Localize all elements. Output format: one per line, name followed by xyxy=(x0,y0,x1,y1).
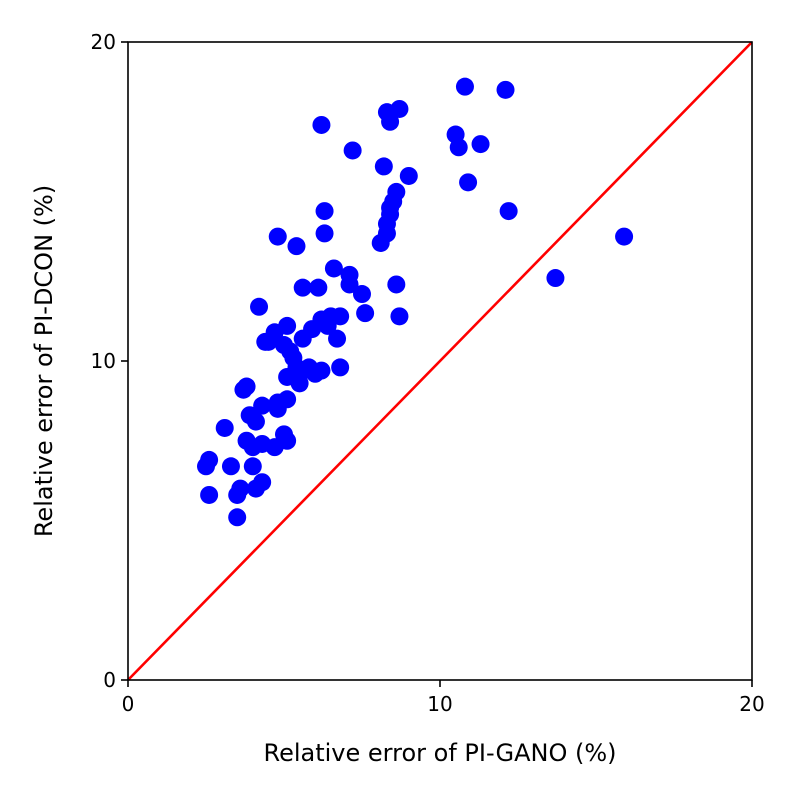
reference-line xyxy=(127,41,753,681)
data-point xyxy=(615,227,634,246)
data-point xyxy=(331,358,350,377)
data-point xyxy=(340,275,359,294)
data-point xyxy=(287,237,306,256)
data-point xyxy=(343,141,362,160)
y-tick-label: 10 xyxy=(91,349,116,373)
data-point xyxy=(324,259,343,278)
data-point xyxy=(471,135,490,154)
data-point xyxy=(546,269,565,288)
data-point xyxy=(221,457,240,476)
y-axis-label: Relative error of PI-DCON (%) xyxy=(30,185,58,537)
data-point xyxy=(246,412,265,431)
data-point xyxy=(459,173,478,192)
y-tick-label: 20 xyxy=(91,30,116,54)
data-point xyxy=(496,80,515,99)
data-point xyxy=(250,297,269,316)
data-point xyxy=(331,307,350,326)
data-point xyxy=(293,278,312,297)
data-point xyxy=(399,166,418,185)
data-point xyxy=(243,457,262,476)
data-point xyxy=(231,479,250,498)
data-point xyxy=(200,450,219,469)
x-axis: 0 10 20 xyxy=(122,680,765,716)
data-point xyxy=(381,112,400,131)
data-point xyxy=(374,157,393,176)
data-point xyxy=(215,418,234,437)
x-axis-label: Relative error of PI-GANO (%) xyxy=(263,739,616,767)
data-point xyxy=(315,202,334,221)
data-point xyxy=(390,99,409,118)
data-point xyxy=(499,202,518,221)
data-point xyxy=(312,361,331,380)
data-point xyxy=(278,316,297,335)
data-point xyxy=(387,182,406,201)
x-tick-label: 20 xyxy=(739,692,764,716)
data-point xyxy=(312,115,331,134)
x-tick-label: 10 xyxy=(427,692,452,716)
data-point xyxy=(278,390,297,409)
data-point xyxy=(455,77,474,96)
data-point xyxy=(353,285,371,304)
data-point xyxy=(356,304,375,323)
y-tick-label: 0 xyxy=(103,668,116,692)
data-point xyxy=(268,227,287,246)
data-point xyxy=(253,473,272,492)
data-point xyxy=(237,377,256,396)
points-layer xyxy=(197,77,634,527)
data-point xyxy=(290,374,309,393)
data-point xyxy=(390,307,409,326)
data-point xyxy=(449,138,468,157)
y-axis: 0 10 20 xyxy=(91,30,128,692)
data-point xyxy=(315,224,334,243)
data-point xyxy=(228,508,247,527)
data-point xyxy=(253,396,272,415)
data-point xyxy=(200,485,219,504)
data-point xyxy=(278,431,297,450)
x-tick-label: 0 xyxy=(122,692,135,716)
data-point xyxy=(309,278,328,297)
data-point xyxy=(328,329,347,348)
data-point xyxy=(387,275,406,294)
